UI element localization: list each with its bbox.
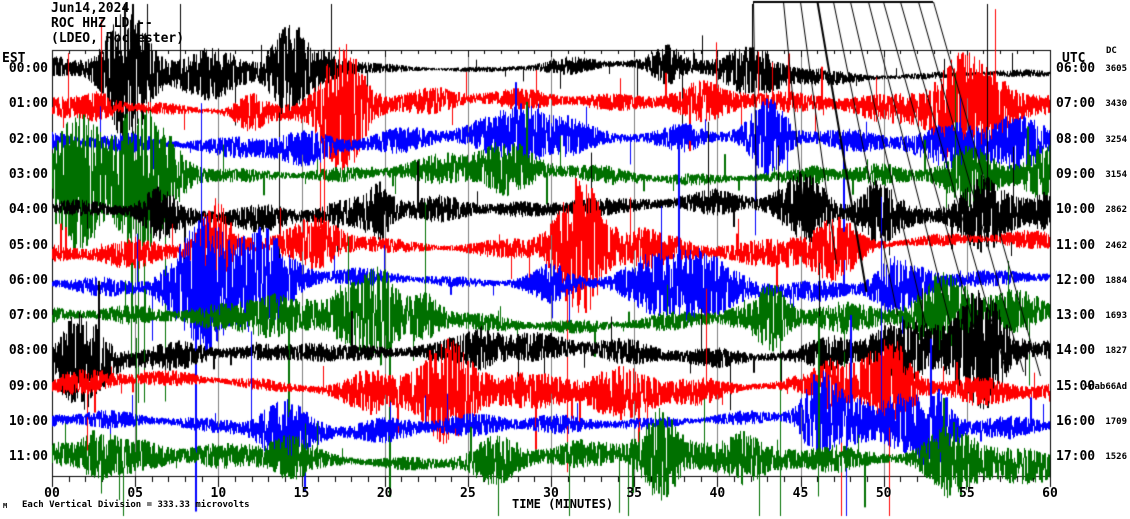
- left-hour-label: 10:00: [8, 414, 48, 429]
- x-tick-label: 30: [543, 486, 559, 501]
- right-hour-label: 13:00: [1056, 308, 1096, 324]
- dc-value: 3254: [1105, 134, 1127, 145]
- x-tick-label: 60: [1042, 486, 1058, 501]
- x-tick-label: 35: [626, 486, 642, 501]
- dc-value: 2862: [1105, 205, 1127, 216]
- x-tick-label: 45: [792, 486, 809, 501]
- dc-value: 2462: [1105, 240, 1127, 251]
- dc-value: 3154: [1105, 169, 1127, 180]
- header-station: ROC HHZ LD --: [51, 16, 153, 31]
- x-tick-label: 50: [875, 486, 892, 501]
- dc-value: 1827: [1105, 346, 1127, 357]
- left-hour-label: 05:00: [8, 237, 48, 253]
- x-tick-label: 00: [44, 486, 60, 501]
- left-hour-label: 07:00: [8, 308, 48, 324]
- header-network: (LDEO, Rochester): [51, 31, 185, 46]
- x-tick-label: 20: [376, 486, 393, 501]
- right-hour-label: 14:00: [1056, 343, 1096, 359]
- left-hour-label: 06:00: [8, 272, 48, 288]
- x-tick-label: 40: [709, 486, 726, 501]
- right-hour-label: 06:00: [1056, 61, 1096, 76]
- x-tick-label: 05: [127, 486, 143, 501]
- x-axis-title: TIME (MINUTES): [512, 497, 614, 511]
- left-hour-label: 03:00: [8, 166, 48, 182]
- left-hour-label: 09:00: [8, 378, 48, 394]
- right-hour-label: 16:00: [1056, 414, 1096, 429]
- left-hour-label: 01:00: [8, 96, 48, 112]
- right-hour-label: 15:00: [1056, 378, 1096, 394]
- footer-note: Each Vertical Division = 333.33 microvol…: [22, 500, 250, 510]
- left-axis-label: EST: [2, 51, 26, 66]
- x-tick-label: 55: [959, 486, 975, 501]
- dc-value: 1709: [1105, 417, 1127, 427]
- dc-value: 1884: [1105, 275, 1127, 286]
- right-hour-label: 11:00: [1056, 237, 1096, 253]
- right-hour-label: 12:00: [1056, 272, 1096, 288]
- x-tick-label: 15: [293, 486, 310, 501]
- left-hour-label: 00:00: [8, 61, 48, 76]
- dc-value: 3430: [1105, 99, 1127, 110]
- left-hour-label: 11:00: [8, 449, 48, 465]
- dc-value: 3605: [1105, 64, 1127, 74]
- x-tick-label: 10: [210, 486, 227, 501]
- x-tick-label: 25: [460, 486, 476, 501]
- right-hour-label: 17:00: [1056, 449, 1096, 465]
- left-hour-label: 02:00: [8, 131, 48, 147]
- dc-column-label: DC: [1106, 46, 1117, 56]
- dc-value: -nab66Ad: [1083, 381, 1127, 392]
- footer-corner-mark: M: [3, 502, 8, 510]
- header-date: Jun14,2024: [51, 1, 130, 16]
- left-hour-label: 08:00: [8, 343, 48, 359]
- right-hour-label: 10:00: [1056, 202, 1096, 218]
- left-hour-label: 04:00: [8, 202, 48, 218]
- right-axis-label: UTC: [1062, 51, 1086, 66]
- right-hour-label: 09:00: [1056, 166, 1096, 182]
- right-hour-label: 08:00: [1056, 131, 1096, 147]
- dc-value: 1526: [1105, 452, 1127, 463]
- dc-value: 1693: [1105, 311, 1127, 322]
- right-hour-label: 07:00: [1056, 96, 1096, 112]
